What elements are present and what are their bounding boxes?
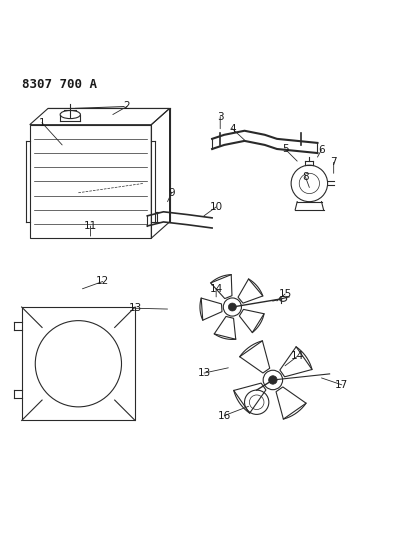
Text: 10: 10: [210, 202, 223, 212]
Text: 14: 14: [290, 351, 304, 361]
Circle shape: [223, 298, 242, 316]
Text: 13: 13: [197, 368, 211, 378]
Circle shape: [263, 370, 283, 390]
Text: 16: 16: [217, 410, 231, 421]
Text: 5: 5: [282, 144, 288, 154]
Text: 15: 15: [278, 289, 292, 299]
Text: 8307 700 A: 8307 700 A: [22, 78, 97, 91]
Text: 6: 6: [318, 145, 325, 155]
Text: 1: 1: [39, 118, 45, 127]
Text: 12: 12: [96, 277, 109, 287]
Text: 13: 13: [129, 303, 142, 313]
Circle shape: [228, 303, 236, 311]
Text: 2: 2: [124, 101, 130, 111]
Text: 3: 3: [217, 111, 224, 122]
Text: 4: 4: [229, 124, 236, 134]
Text: 17: 17: [335, 380, 348, 390]
Text: 9: 9: [168, 188, 175, 198]
Text: 14: 14: [210, 284, 223, 294]
Text: 7: 7: [330, 157, 337, 167]
Ellipse shape: [279, 296, 287, 301]
Text: 11: 11: [84, 221, 97, 231]
Circle shape: [268, 376, 277, 384]
Text: 8: 8: [302, 172, 308, 182]
